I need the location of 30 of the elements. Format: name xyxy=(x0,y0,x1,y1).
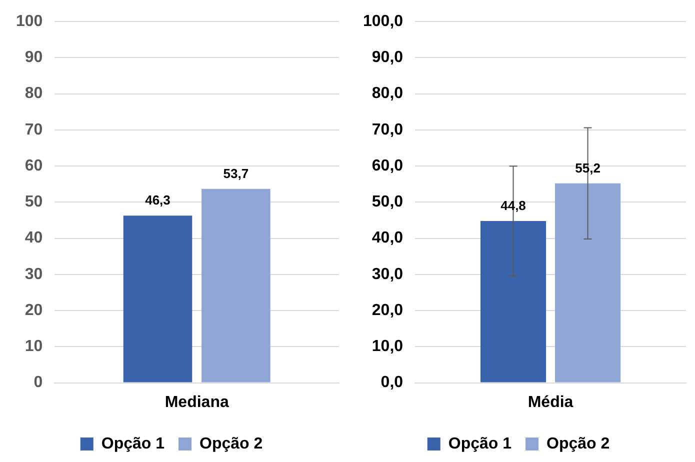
y-tick-label: 0 xyxy=(34,374,43,392)
y-tick-label: 20,0 xyxy=(372,302,404,319)
y-tick-label: 90 xyxy=(24,49,43,66)
legend-label: Opção 1 xyxy=(101,435,165,452)
y-tick-label: 40,0 xyxy=(372,230,404,247)
x-tick-label: Média xyxy=(528,394,574,411)
y-tick-label: 30 xyxy=(24,266,43,283)
y-tick-label: 60 xyxy=(24,157,43,174)
y-tick-label: 100,0 xyxy=(362,13,404,30)
y-tick-label: 60,0 xyxy=(372,157,404,174)
y-tick-label: 50 xyxy=(24,194,43,211)
x-tick-label: Mediana xyxy=(164,394,229,411)
y-tick-label: 10 xyxy=(24,338,43,356)
y-tick-label: 80 xyxy=(24,85,43,102)
data-label: 46,3 xyxy=(145,192,170,208)
legend-label: Opção 2 xyxy=(546,435,610,452)
y-tick-label: 80,0 xyxy=(372,85,404,102)
y-tick-label: 70 xyxy=(24,121,43,138)
y-tick-label: 90,0 xyxy=(372,49,404,66)
y-tick-label: 40 xyxy=(24,230,43,247)
y-tick-label: 50,0 xyxy=(372,194,404,211)
y-tick-label: 10,0 xyxy=(372,338,404,356)
data-label: 53,7 xyxy=(223,166,249,181)
y-tick-label: 100 xyxy=(16,13,43,30)
legend-label: Opção 2 xyxy=(200,435,263,452)
legend-label: Opção 1 xyxy=(448,435,512,452)
y-tick-label: 0,0 xyxy=(380,374,404,392)
y-tick-label: 30,0 xyxy=(372,266,404,283)
y-tick-label: 20 xyxy=(24,302,43,319)
y-tick-label: 70,0 xyxy=(372,121,404,138)
